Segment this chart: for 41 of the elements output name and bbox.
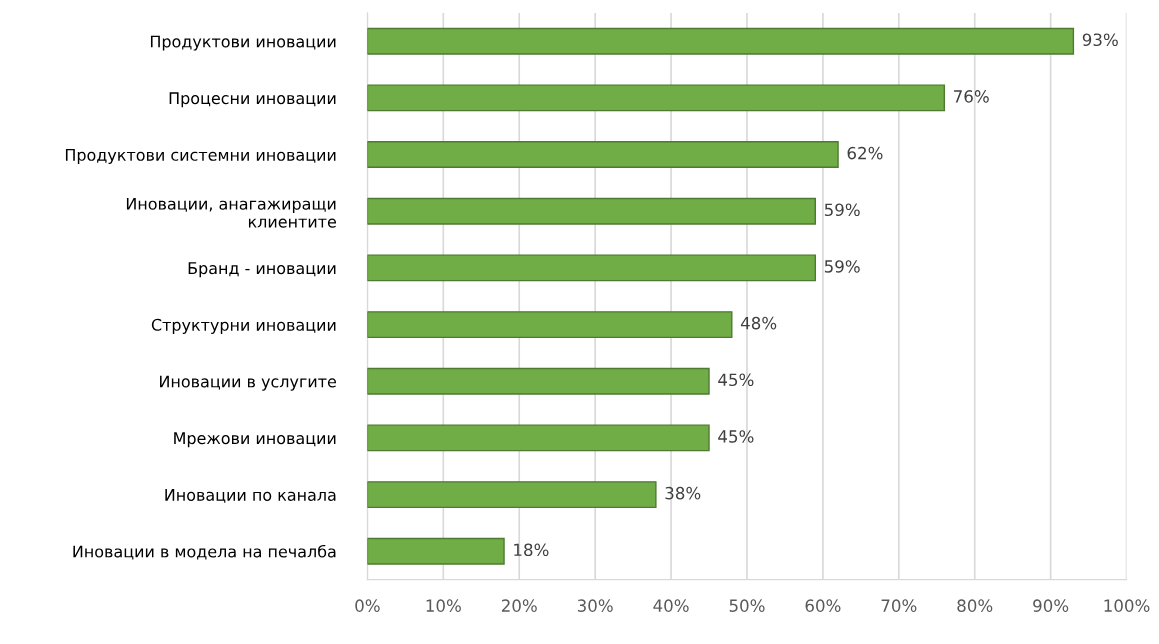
data-label: 76% xyxy=(954,90,989,103)
x-tick-label: 100% xyxy=(1104,599,1150,612)
y-tick-label: Продуктови системни иновации xyxy=(65,148,336,164)
bar xyxy=(367,367,710,395)
bar xyxy=(367,254,816,282)
y-tick-label: Мрежови иновации xyxy=(174,432,336,448)
x-tick-label: 30% xyxy=(577,599,613,612)
y-tick-label: Иновации в модела на печалба xyxy=(73,544,336,560)
data-label: 45% xyxy=(718,373,754,387)
x-tick-label: 10% xyxy=(426,599,461,612)
x-tick-label: 20% xyxy=(501,599,537,612)
data-label: 59% xyxy=(824,203,860,217)
data-label: 93% xyxy=(1082,33,1118,47)
x-tick-label: 70% xyxy=(881,599,917,612)
bar xyxy=(367,141,839,169)
x-tick-label: 80% xyxy=(957,599,993,612)
x-tick-label: 90% xyxy=(1033,599,1069,612)
y-tick-label: Иновации, анагажиращи клиентите xyxy=(126,197,336,228)
y-tick-label: Продуктови иновации xyxy=(150,35,336,51)
bar xyxy=(367,481,657,509)
bar xyxy=(367,197,816,225)
bar xyxy=(367,311,733,339)
data-label: 48% xyxy=(740,316,777,330)
data-label: 38% xyxy=(665,486,701,500)
bar xyxy=(367,424,710,452)
y-tick-label: Процесни иновации xyxy=(169,92,336,108)
data-label: 18% xyxy=(514,543,549,557)
y-tick-label: Иновации по канала xyxy=(165,489,336,503)
data-label: 59% xyxy=(824,260,860,273)
data-label: 62% xyxy=(847,146,883,160)
y-tick-label: Структурни иновации xyxy=(151,318,336,334)
x-tick-label: 40% xyxy=(653,599,689,612)
x-tick-label: 60% xyxy=(805,599,841,612)
bar xyxy=(367,84,946,112)
y-tick-label: Бранд - иновации xyxy=(188,262,336,278)
bar xyxy=(367,537,505,565)
bar xyxy=(367,27,1075,55)
y-tick-label: Иновации в услугите xyxy=(160,375,336,391)
x-tick-label: 50% xyxy=(729,599,765,612)
data-label: 45% xyxy=(718,430,754,443)
x-tick-label: 0% xyxy=(355,599,380,612)
